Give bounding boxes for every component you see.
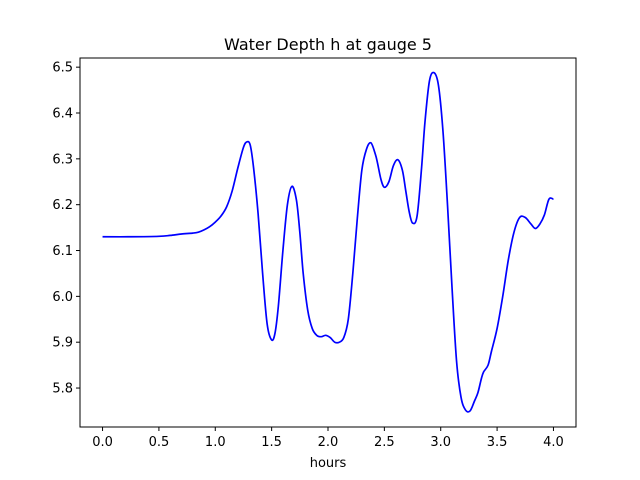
x-tick-label: 1.5 — [261, 435, 282, 450]
y-tick-label: 5.8 — [52, 382, 73, 397]
x-tick-label: 4.0 — [543, 435, 564, 450]
x-axis-label: hours — [310, 456, 347, 471]
x-tick-label: 1.0 — [205, 435, 226, 450]
x-tick-label: 0.5 — [149, 435, 170, 450]
plot-area: 0.0 0.5 1.0 1.5 2.0 2.5 3.0 3.5 4.0 5.8 5.9 6.0 6.1… — [52, 57, 577, 450]
y-tick-label: 6.3 — [52, 152, 73, 167]
y-tick-label: 6.1 — [52, 244, 73, 259]
y-tick-label: 6.0 — [52, 290, 73, 305]
chart-title: Water Depth h at gauge 5 — [224, 35, 432, 54]
y-tick-label: 6.5 — [52, 61, 73, 76]
series-layer — [102, 71, 554, 413]
x-axis: 0.0 0.5 1.0 1.5 2.0 2.5 3.0 3.5 4.0 — [92, 427, 564, 450]
x-tick-label: 3.5 — [487, 435, 508, 450]
y-tick-label: 6.2 — [52, 198, 73, 213]
y-tick-label: 6.4 — [52, 107, 73, 122]
x-tick-label: 2.5 — [374, 435, 395, 450]
x-tick-label: 3.0 — [430, 435, 451, 450]
y-tick-label: 5.9 — [52, 336, 73, 351]
x-tick-label: 0.0 — [92, 435, 113, 450]
y-axis: 5.8 5.9 6.0 6.1 6.2 6.3 6.4 6.5 — [52, 61, 80, 397]
series-line-0 — [102, 71, 554, 413]
x-tick-label: 2.0 — [318, 435, 339, 450]
